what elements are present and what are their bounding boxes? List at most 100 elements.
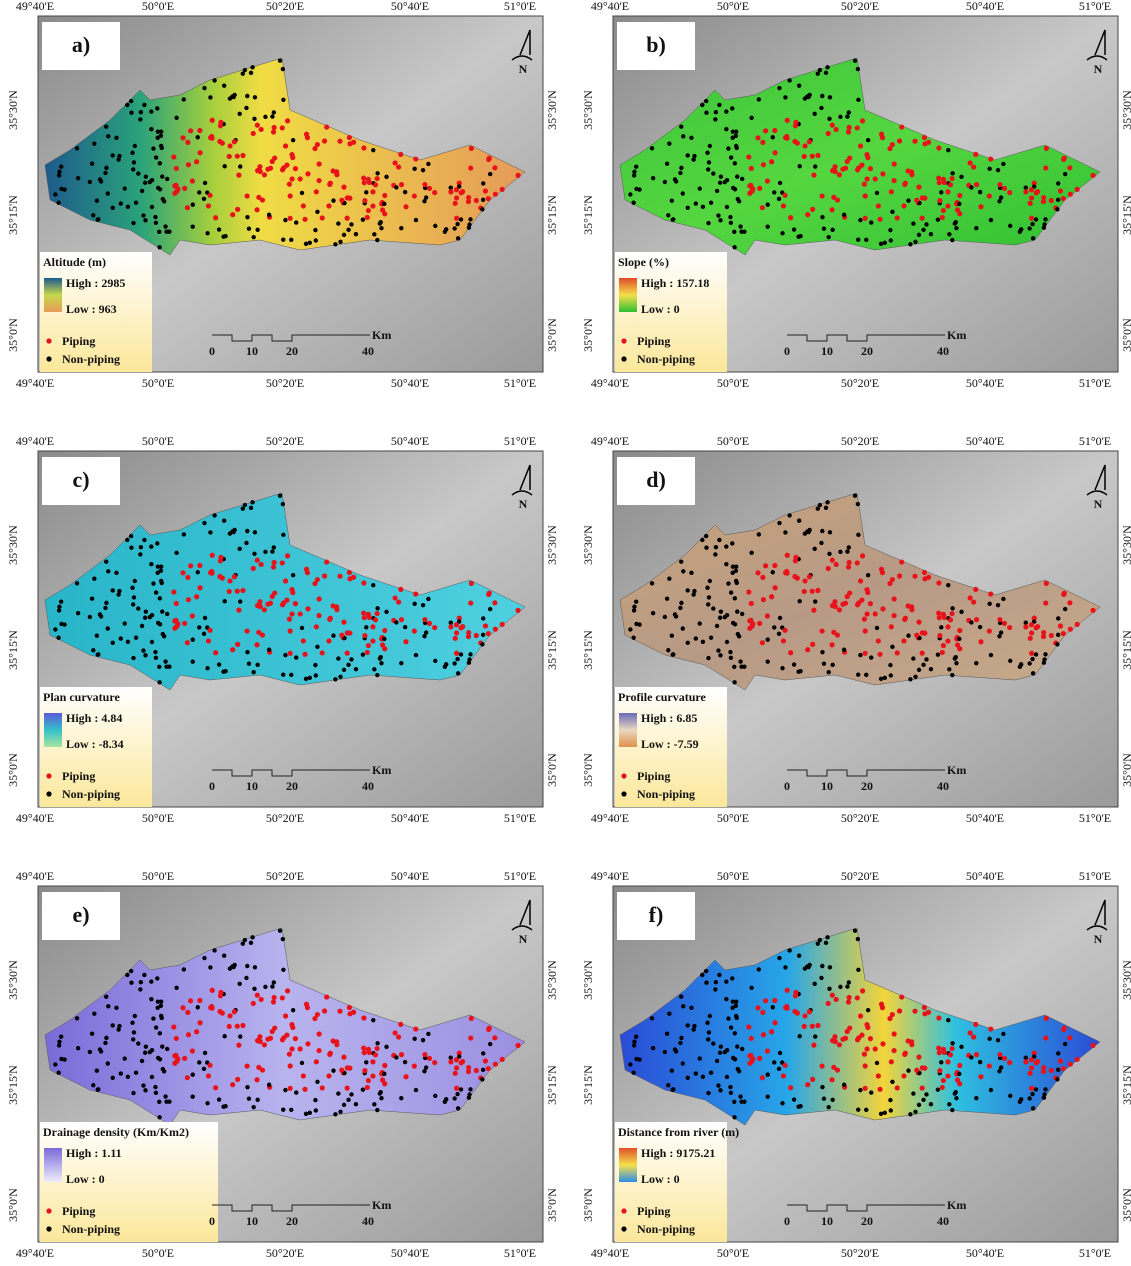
piping-point (293, 1036, 298, 1041)
map-panel: 49°40'E49°40'E50°0'E50°0'E50°20'E50°20'E… (581, 869, 1131, 1260)
non-piping-point (300, 1061, 304, 1065)
non-piping-point (732, 1100, 736, 1104)
non-piping-point (875, 626, 879, 630)
non-piping-point (757, 97, 761, 101)
piping-point (747, 618, 752, 623)
non-piping-point (131, 1091, 135, 1095)
non-piping-point (157, 1100, 161, 1104)
non-piping-point (104, 601, 108, 605)
piping-point (772, 150, 777, 155)
non-piping-point (468, 652, 472, 656)
non-piping-point (315, 210, 319, 214)
non-piping-point (203, 1051, 207, 1055)
non-piping-point (906, 1068, 910, 1072)
piping-point (903, 1051, 908, 1056)
piping-point (880, 171, 885, 176)
piping-point (197, 998, 202, 1003)
non-piping-point (726, 581, 730, 585)
piping-point (218, 120, 223, 125)
piping-point (227, 1013, 232, 1018)
non-piping-point (692, 154, 696, 158)
piping-point (916, 185, 921, 190)
legend-low: Low : 0 (641, 1172, 680, 1186)
non-piping-point (129, 969, 133, 973)
latitude-label: 35°0'N (1120, 318, 1131, 352)
non-piping-point (154, 155, 158, 159)
legend-piping: Piping (637, 1204, 670, 1218)
north-label: N (1094, 932, 1103, 946)
legend-non-piping-dot (46, 791, 51, 796)
non-piping-point (158, 596, 162, 600)
non-piping-point (88, 615, 92, 619)
non-piping-point (106, 134, 110, 138)
longitude-label: 49°40'E (16, 376, 54, 390)
non-piping-point (735, 174, 739, 178)
piping-point (937, 615, 942, 620)
piping-point (190, 1048, 195, 1053)
non-piping-point (742, 664, 746, 668)
piping-point (862, 1052, 867, 1057)
piping-point (945, 638, 950, 643)
non-piping-point (467, 1092, 471, 1096)
piping-point (815, 588, 820, 593)
non-piping-point (797, 84, 801, 88)
non-piping-point (678, 1041, 682, 1045)
non-piping-point (824, 941, 828, 945)
non-piping-point (174, 986, 178, 990)
piping-point (920, 1086, 925, 1091)
piping-point (892, 596, 897, 601)
non-piping-point (424, 630, 428, 634)
piping-point (398, 587, 403, 592)
longitude-label: 51°0'E (504, 376, 536, 390)
piping-point (810, 642, 815, 647)
piping-point (830, 123, 835, 128)
map-panel: 49°40'E49°40'E50°0'E50°0'E50°20'E50°20'E… (581, 434, 1131, 825)
non-piping-point (924, 1092, 928, 1096)
non-piping-point (778, 1051, 782, 1055)
piping-point (781, 203, 786, 208)
non-piping-point (202, 956, 206, 960)
non-piping-point (424, 195, 428, 199)
non-piping-point (480, 1077, 484, 1081)
non-piping-point (270, 984, 274, 988)
non-piping-point (856, 67, 860, 71)
piping-point (763, 998, 768, 1003)
non-piping-point (929, 667, 933, 671)
piping-point (454, 630, 459, 635)
non-piping-point (663, 615, 667, 619)
piping-point (1023, 189, 1028, 194)
non-piping-point (719, 175, 723, 179)
non-piping-point (1008, 224, 1012, 228)
piping-point (259, 562, 264, 567)
piping-point (783, 135, 788, 140)
non-piping-point (267, 648, 271, 652)
longitude-label: 50°40'E (391, 1246, 429, 1260)
non-piping-point (842, 1083, 846, 1087)
non-piping-point (732, 680, 736, 684)
piping-point (230, 1082, 235, 1087)
non-piping-point (245, 964, 249, 968)
non-piping-point (771, 1005, 775, 1009)
non-piping-point (777, 1067, 781, 1071)
piping-point (280, 995, 285, 1000)
piping-point (515, 173, 520, 178)
scale-label: 0 (209, 344, 215, 358)
non-piping-point (361, 1087, 365, 1091)
non-piping-point (1031, 671, 1035, 675)
non-piping-point (939, 625, 943, 629)
non-piping-point (165, 177, 169, 181)
piping-point (795, 141, 800, 146)
piping-point (988, 156, 993, 161)
non-piping-point (452, 1096, 456, 1100)
piping-point (761, 597, 766, 602)
non-piping-point (281, 237, 285, 241)
non-piping-point (399, 661, 403, 665)
piping-point (829, 207, 834, 212)
piping-point (847, 125, 852, 130)
piping-point (755, 1005, 760, 1010)
piping-point (256, 630, 261, 635)
non-piping-point (856, 533, 860, 537)
piping-point (864, 152, 869, 157)
non-piping-point (827, 117, 831, 121)
piping-point (403, 639, 408, 644)
